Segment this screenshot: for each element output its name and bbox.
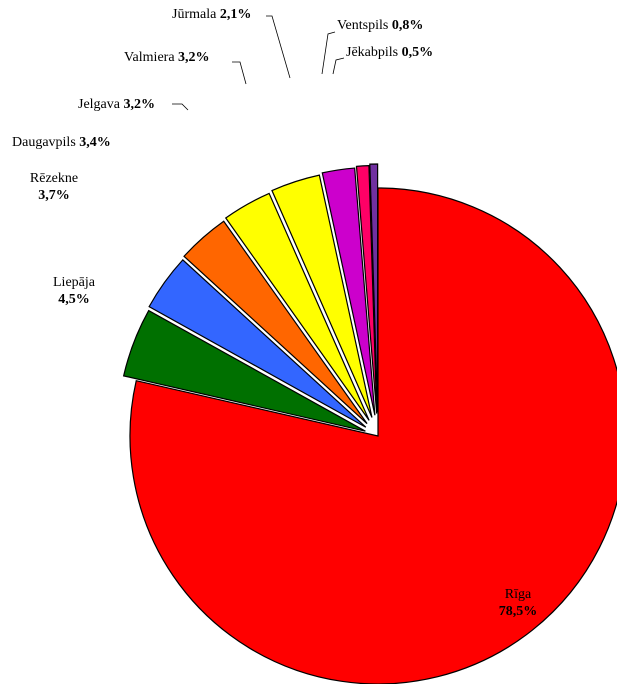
slice-percent: 3,4% (79, 135, 111, 150)
data-label-valmiera: Valmiera 3,2% (124, 50, 210, 65)
slice-name: Rīga (505, 587, 532, 602)
slice-percent: 0,8% (392, 18, 424, 33)
pie-slice-rēzekne (148, 259, 367, 428)
leader-line-jelgava (172, 103, 189, 111)
leader-line-jēkabpils (332, 57, 345, 75)
slice-name: Jelgava (78, 97, 121, 112)
leader-line-jūrmala (266, 15, 291, 79)
slice-percent: 3,2% (178, 50, 210, 65)
data-label-rīga: Rīga 78,5% (499, 587, 538, 619)
pie-slice-jūrmala (321, 167, 376, 416)
data-label-liepāja: Liepāja 4,5% (53, 275, 96, 307)
slice-name: Ventspils (337, 18, 388, 33)
slice-percent: 78,5% (499, 604, 538, 619)
slice-name: Liepāja (53, 275, 96, 290)
data-label-jēkabpils: Jēkabpils 0,5% (346, 45, 433, 60)
pie-slice-ventspils (355, 165, 378, 414)
slice-percent: 3,2% (123, 97, 155, 112)
pie-slice-rīga (129, 187, 617, 684)
pie-slice-daugavpils (183, 220, 368, 425)
slice-name: Valmiera (124, 50, 175, 65)
slice-percent: 3,7% (38, 188, 70, 203)
slice-percent: 0,5% (402, 45, 434, 60)
slice-name: Rēzekne (30, 171, 78, 186)
slice-percent: 2,1% (220, 7, 252, 22)
pie-slice-valmiera (271, 174, 373, 418)
slice-name: Jūrmala (172, 7, 217, 22)
data-label-ventspils: Ventspils 0,8% (337, 18, 423, 33)
pie-slice-jelgava (224, 192, 370, 421)
slice-name: Daugavpils (12, 135, 76, 150)
leader-line-ventspils (321, 31, 336, 75)
pie-slice-jēkabpils (369, 163, 379, 413)
pie-slice-liepāja (122, 309, 366, 432)
data-label-daugavpils: Daugavpils 3,4% (12, 135, 111, 150)
data-label-rēzekne: Rēzekne 3,7% (30, 171, 78, 203)
data-label-jūrmala: Jūrmala 2,1% (172, 7, 251, 22)
data-label-jelgava: Jelgava 3,2% (78, 97, 155, 112)
slice-name: Jēkabpils (346, 45, 398, 60)
slice-percent: 4,5% (58, 292, 90, 307)
leader-line-valmiera (232, 61, 247, 85)
